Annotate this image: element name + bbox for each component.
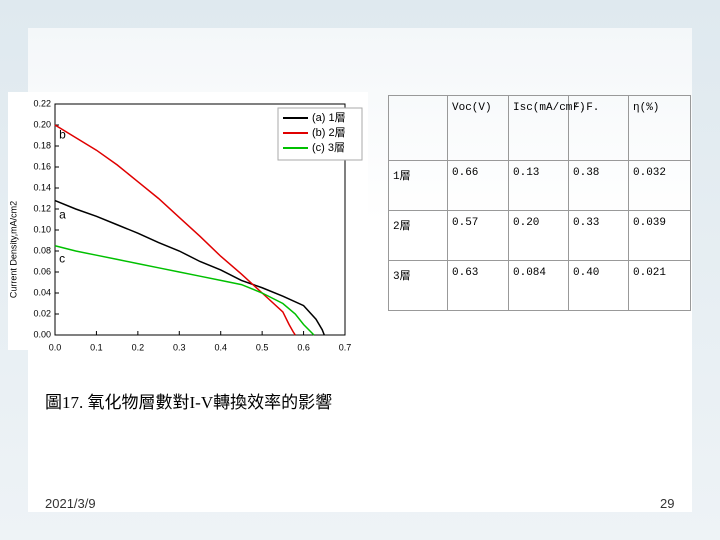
x-tick-label: 0.7 bbox=[339, 342, 352, 352]
plot-frame bbox=[54, 103, 346, 336]
y-tick-label: 0.18 bbox=[33, 140, 51, 150]
legend-label: (a) 1層 bbox=[312, 111, 346, 124]
legend-label: (b) 2層 bbox=[312, 126, 346, 139]
table-cell: F.F. bbox=[568, 95, 629, 161]
y-tick-label: 0.02 bbox=[33, 308, 51, 318]
table-cell: 0.032 bbox=[628, 160, 691, 211]
legend-label: (c) 3層 bbox=[312, 141, 345, 154]
chart: 0.00 0.02 0.04 0.06 0.08 0.10 0.12 0.14 0.16 0.18… bbox=[8, 92, 368, 352]
x-tick-label: 0.0 bbox=[49, 342, 62, 352]
y-tick-label: 0.04 bbox=[33, 287, 51, 297]
annotation: c bbox=[59, 252, 65, 266]
y-tick-label: 0.20 bbox=[33, 119, 51, 129]
series-line bbox=[54, 199, 325, 336]
date: 2021/3/9 bbox=[45, 496, 96, 511]
y-tick-label: 0.00 bbox=[33, 329, 51, 339]
table-cell: 0.66 bbox=[447, 160, 509, 211]
series-line bbox=[54, 124, 296, 336]
table-cell: 0.38 bbox=[568, 160, 629, 211]
annotation: b bbox=[59, 128, 66, 142]
table-cell bbox=[388, 95, 448, 161]
y-tick-label: 0.14 bbox=[33, 182, 51, 192]
table-cell: 0.33 bbox=[568, 210, 629, 261]
annotation: a bbox=[59, 207, 66, 221]
y-axis-label: Current Density,mA/cm2 bbox=[8, 201, 18, 298]
x-tick-label: 0.1 bbox=[90, 342, 103, 352]
table-cell: 1層 bbox=[388, 160, 448, 211]
x-tick-label: 0.6 bbox=[297, 342, 310, 352]
y-tick-label: 0.12 bbox=[33, 203, 51, 213]
x-tick-label: 0.3 bbox=[173, 342, 186, 352]
table-cell: 0.13 bbox=[508, 160, 569, 211]
y-tick-label: 0.06 bbox=[33, 266, 51, 276]
x-tick-label: 0.2 bbox=[132, 342, 145, 352]
table-cell: 2層 bbox=[388, 210, 448, 261]
y-tick-label: 0.22 bbox=[33, 98, 51, 108]
page-number: 29 bbox=[660, 496, 675, 511]
table: Voc(V) Isc(mA/cm²) F.F. η(%) 1層 0.66 0.13 0.38 0… bbox=[388, 95, 691, 311]
y-tick-label: 0.10 bbox=[33, 224, 51, 234]
y-tick-label: 0.16 bbox=[33, 161, 51, 171]
table-cell: 3層 bbox=[388, 260, 448, 311]
table-cell: 0.20 bbox=[508, 210, 569, 261]
table-cell: 0.084 bbox=[508, 260, 569, 311]
series-line bbox=[54, 245, 315, 336]
y-tick-label: 0.08 bbox=[33, 245, 51, 255]
table-cell: 0.039 bbox=[628, 210, 691, 261]
table-cell: η(%) bbox=[628, 95, 691, 161]
table-cell: 0.40 bbox=[568, 260, 629, 311]
x-tick-label: 0.5 bbox=[256, 342, 269, 352]
caption: 圖17. 氧化物層數對I-V轉換效率的影響 bbox=[45, 393, 333, 412]
x-tick-label: 0.4 bbox=[214, 342, 227, 352]
table-cell: 0.57 bbox=[447, 210, 509, 261]
table-cell: Isc(mA/cm²) bbox=[508, 95, 586, 161]
table-cell: Voc(V) bbox=[447, 95, 509, 161]
table-cell: 0.63 bbox=[447, 260, 509, 311]
table-cell: 0.021 bbox=[628, 260, 691, 311]
